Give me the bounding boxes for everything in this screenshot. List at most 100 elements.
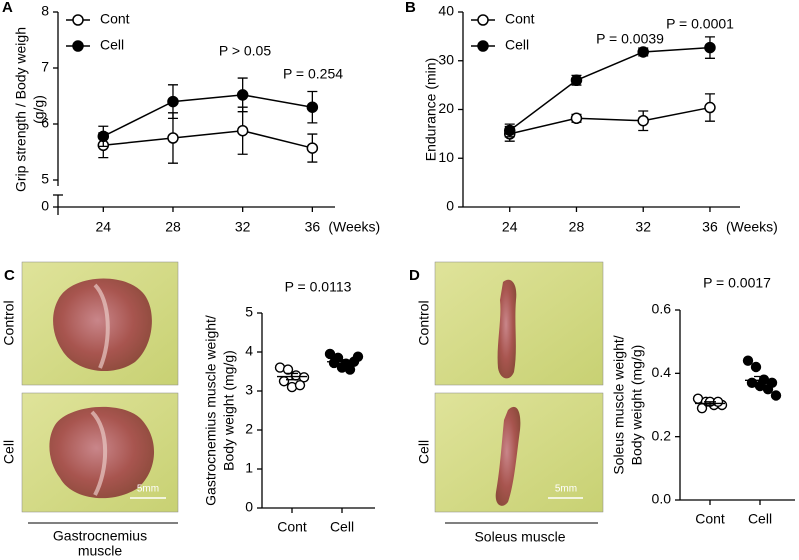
y-tick-label: 40 <box>438 3 454 19</box>
y-tick-label: 10 <box>438 149 454 165</box>
legend-marker <box>477 40 489 52</box>
legend-marker <box>72 14 84 26</box>
sem-bar <box>286 372 298 381</box>
panel-label: C <box>4 267 15 284</box>
x-tick-label: Cell <box>748 511 772 527</box>
marker <box>570 112 583 125</box>
x-tick-label: 24 <box>96 219 112 235</box>
y-axis-label: Soleus muscle weight/ <box>611 335 627 474</box>
y-tick-label: 5 <box>245 304 253 320</box>
y-tick-label: 5 <box>41 171 49 187</box>
image-caption: Soleus muscle <box>474 529 565 545</box>
y-tick-label: 8 <box>41 3 49 19</box>
scale-bar-label: 5mm <box>137 484 159 495</box>
image-caption: Gastrocnemius <box>53 528 147 544</box>
photo-control-gastrocnemius <box>21 261 179 386</box>
image-label: Cell <box>416 440 432 464</box>
image-label: Cell <box>1 440 17 464</box>
marker <box>236 124 249 137</box>
dot <box>282 364 294 375</box>
panel-label: D <box>409 267 420 284</box>
x-tick-label: 32 <box>635 219 651 235</box>
legend-label: Cell <box>505 37 529 53</box>
marker <box>306 101 319 113</box>
marker <box>167 95 179 108</box>
image-label: Control <box>416 300 432 345</box>
y-tick-label: 0 <box>446 198 454 214</box>
marker <box>637 46 649 58</box>
panel-label: A <box>2 0 13 16</box>
marker <box>570 74 583 86</box>
image-label: Control <box>1 300 17 345</box>
marker <box>167 132 179 144</box>
series-line <box>509 46 711 132</box>
image-caption: muscle <box>78 543 123 559</box>
photo-control-soleus <box>434 261 604 386</box>
x-axis-label: (Weeks) <box>726 219 778 235</box>
series-line <box>509 106 711 135</box>
x-tick-label: 36 <box>702 219 718 235</box>
dot <box>742 355 754 366</box>
y-tick-label: 2 <box>245 421 253 437</box>
y-axis-label: Gastrocnemius muscle weight/ <box>203 315 219 506</box>
p-value: P = 0.0113 <box>285 279 352 295</box>
sem-bar <box>336 359 348 365</box>
dot <box>344 364 356 375</box>
legend-marker <box>72 40 84 52</box>
y-tick-label: 3 <box>245 382 253 398</box>
p-value: P = 0.254 <box>283 66 343 82</box>
y-tick-label: 0 <box>41 198 49 214</box>
x-tick-label: Cont <box>277 519 307 535</box>
sem-bar <box>704 401 716 406</box>
y-tick-label: 0.0 <box>652 491 672 507</box>
legend-label: Cont <box>505 11 535 27</box>
dot <box>352 351 364 362</box>
legend-label: Cont <box>100 11 130 27</box>
y-tick-label: 0 <box>245 499 253 515</box>
y-axis-label: Endurance (min) <box>423 58 439 162</box>
photo-cell-gastrocnemius <box>21 392 179 513</box>
y-axis-label: Body weight (mg/g) <box>629 345 645 466</box>
x-tick-label: Cont <box>695 511 725 527</box>
y-axis-label: (g/g) <box>31 95 47 124</box>
dot <box>324 348 336 360</box>
x-tick-label: 28 <box>569 219 585 235</box>
panel-label: B <box>405 0 416 16</box>
photo-cell-soleus <box>434 392 604 513</box>
x-axis-label: (Weeks) <box>328 219 380 235</box>
p-value: P > 0.05 <box>219 43 272 59</box>
y-tick-label: 30 <box>438 51 454 67</box>
y-axis-label: Grip strength / Body weigh <box>13 27 29 192</box>
dot <box>328 357 340 369</box>
y-axis-label: Body weight (mg/g) <box>221 350 237 471</box>
x-tick-label: 28 <box>165 219 181 235</box>
marker <box>236 89 249 101</box>
p-value: P = 0.0039 <box>596 31 664 47</box>
y-tick-label: 7 <box>41 59 49 75</box>
y-tick-label: 20 <box>438 100 454 116</box>
legend-marker <box>477 14 489 26</box>
marker <box>704 41 716 54</box>
y-tick-label: 1 <box>245 460 253 476</box>
marker <box>704 101 716 114</box>
legend-label: Cell <box>100 37 124 53</box>
y-tick-label: 6 <box>41 115 49 131</box>
x-tick-label: Cell <box>330 519 354 535</box>
sem-bar <box>754 375 766 385</box>
y-tick-label: 4 <box>245 343 253 359</box>
dot <box>762 383 774 395</box>
dot <box>750 361 762 373</box>
dot <box>294 379 306 391</box>
x-tick-label: 36 <box>305 219 321 235</box>
y-tick-label: 0.6 <box>652 301 672 317</box>
p-value: P = 0.0017 <box>703 275 771 291</box>
y-tick-label: 0.2 <box>652 427 672 443</box>
series-line <box>103 129 313 149</box>
dot <box>278 376 290 387</box>
marker <box>503 124 516 137</box>
series-line <box>102 94 313 137</box>
marker <box>637 114 649 127</box>
p-value: P = 0.0001 <box>666 16 734 32</box>
x-tick-label: 24 <box>502 219 518 235</box>
